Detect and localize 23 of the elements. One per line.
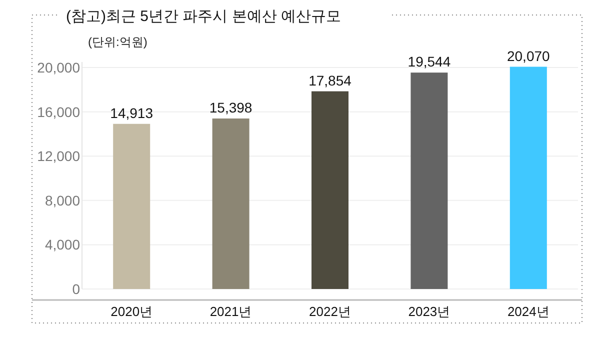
x-tick-label: 2022년: [309, 304, 351, 319]
y-tick-label: 8,000: [44, 192, 80, 208]
data-label: 20,070: [506, 48, 550, 64]
bar: [510, 66, 547, 289]
x-tick-label: 2024년: [507, 304, 550, 319]
text: (단위:억원): [88, 35, 148, 49]
bar: [410, 72, 448, 289]
data-label: 15,398: [209, 99, 252, 116]
x-tick-label: 2021년: [210, 304, 252, 319]
bar: [212, 118, 250, 289]
y-tick-label: 16,000: [37, 104, 80, 120]
y-tick-label: 12,000: [37, 148, 80, 164]
data-label: 14,913: [110, 104, 154, 121]
y-tick-label: 20,000: [37, 60, 80, 76]
data-label: 17,854: [308, 72, 352, 88]
y-tick-label: 4,000: [44, 236, 80, 253]
bar: [312, 91, 348, 289]
data-label: 19,544: [408, 54, 451, 70]
x-tick-label: 2023년: [408, 304, 450, 319]
bar: [113, 124, 150, 289]
x-tick-label: 2020년: [110, 304, 153, 319]
y-tick-label: 0: [72, 281, 80, 297]
chart-title: (참고)최근 5년간 파주시 본예산 예산규모: [66, 8, 342, 25]
